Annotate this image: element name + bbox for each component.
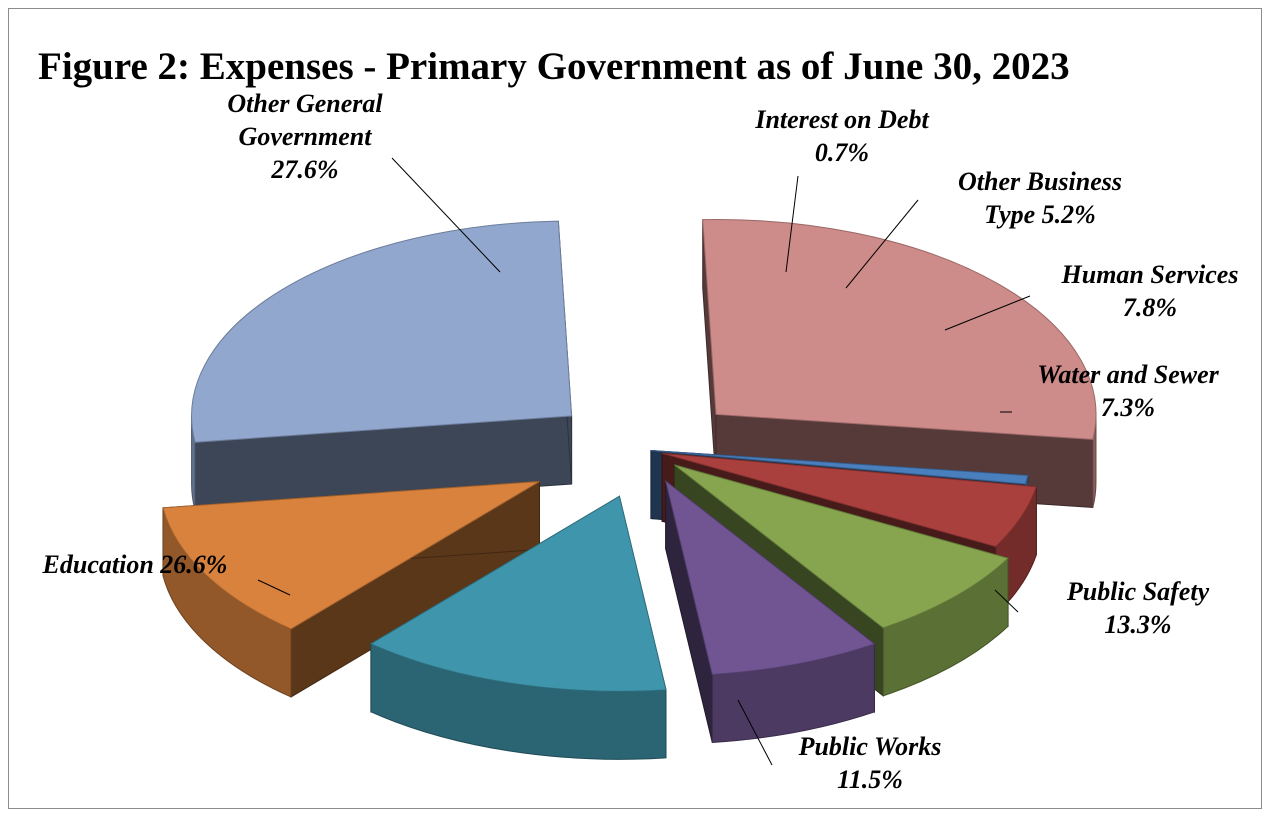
data-label-water-and-sewer: Water and Sewer 7.3% (1037, 360, 1219, 422)
leader-line-other-general-government (391, 157, 501, 273)
slice-top (650, 449, 1029, 485)
leader-line-other-business-type (845, 199, 919, 289)
pie-slice-public-safety (369, 495, 667, 760)
slice-top (664, 479, 876, 676)
slice-top (191, 220, 573, 443)
leader-line-education (257, 579, 291, 596)
leader-line-public-works (737, 699, 773, 766)
slice-top (369, 495, 667, 692)
leader-line-public-safety (994, 589, 1019, 613)
leader-line-interest-on-debt (785, 175, 799, 273)
pie-slice-education (191, 220, 573, 511)
data-label-education: Education 26.6% (42, 550, 228, 579)
slice-top (674, 464, 1010, 629)
slice-top (162, 480, 540, 630)
leader-line-human-services (944, 295, 1031, 331)
data-label-human-services: Human Services 7.8% (1061, 260, 1239, 322)
slice-top (702, 218, 1097, 440)
pie-slice-water-and-sewer (664, 479, 876, 744)
chart-title: Figure 2: Expenses - Primary Government … (38, 45, 1070, 88)
data-label-other-business-type: Other Business Type 5.2% (958, 167, 1122, 229)
pie-slice-public-works (162, 480, 541, 698)
data-label-interest-on-debt: Interest on Debt 0.7% (754, 105, 929, 167)
data-label-public-works: Public Works 11.5% (798, 732, 942, 794)
data-label-other-general-government: Other General Government 27.6% (227, 89, 383, 184)
slice-top (661, 452, 1038, 548)
data-label-public-safety: Public Safety 13.3% (1066, 577, 1210, 639)
